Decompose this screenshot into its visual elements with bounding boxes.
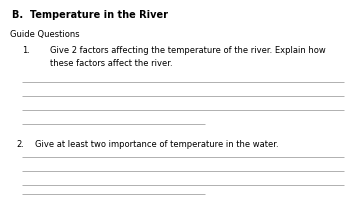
Text: Give 2 factors affecting the temperature of the river. Explain how
these factors: Give 2 factors affecting the temperature… (50, 46, 326, 68)
Text: 1.: 1. (22, 46, 30, 55)
Text: 2.: 2. (16, 140, 24, 149)
Text: Guide Questions: Guide Questions (10, 30, 80, 39)
Text: B.  Temperature in the River: B. Temperature in the River (12, 10, 168, 20)
Text: Give at least two importance of temperature in the water.: Give at least two importance of temperat… (35, 140, 279, 149)
